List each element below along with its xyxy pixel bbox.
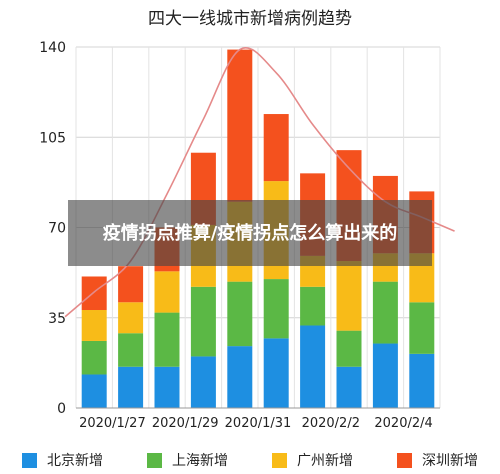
chart-title: 四大一线城市新增病例趋势 [148, 9, 352, 29]
overlay-caption: 疫情拐点推算/疫情拐点怎么算出来的 [68, 200, 432, 266]
bar-segment [227, 49, 253, 202]
bar-segment [336, 330, 362, 367]
x-tick-label: 2020/2/2 [302, 416, 360, 431]
bar-segment [190, 286, 216, 357]
overlay-caption-text: 疫情拐点推算/疫情拐点怎么算出来的 [102, 222, 398, 244]
y-tick-label: 105 [39, 130, 66, 146]
legend-swatch [147, 452, 162, 468]
y-tick-label: 140 [39, 40, 66, 56]
legend-label: 深圳新增 [422, 453, 478, 469]
x-tick-label: 2020/2/4 [374, 416, 432, 431]
y-tick-label: 0 [57, 401, 66, 417]
bar-segment [118, 366, 144, 408]
bar-segment [409, 353, 435, 408]
bar-segment [372, 343, 398, 408]
x-tick-label: 2020/1/29 [152, 416, 219, 431]
bar-segment [118, 302, 144, 334]
legend-item: 上海新增 [147, 450, 228, 470]
bar-segment [227, 346, 253, 408]
y-tick-label: 35 [48, 311, 66, 327]
y-tick-label: 70 [48, 221, 66, 237]
bar-segment [154, 271, 180, 313]
bar-segment [263, 279, 289, 339]
legend-swatch [22, 452, 37, 468]
x-tick-label: 2020/1/27 [79, 416, 146, 431]
legend-item: 北京新增 [22, 450, 103, 470]
legend-label: 北京新增 [47, 453, 103, 469]
bar-segment [409, 302, 435, 354]
bar-segment [227, 281, 253, 347]
bar-segment [263, 338, 289, 408]
x-tick-label: 2020/1/31 [225, 416, 292, 431]
legend-item: 深圳新增 [397, 450, 478, 470]
legend-label: 广州新增 [297, 453, 353, 469]
bar-segment [154, 366, 180, 408]
bar-segment [190, 356, 216, 408]
bar-segment [81, 310, 107, 341]
bar-segment [300, 286, 326, 326]
legend-item: 广州新增 [272, 450, 353, 470]
bar-segment [81, 374, 107, 408]
legend-swatch [272, 452, 287, 468]
bar-segment [336, 261, 362, 331]
legend: 北京新增 上海新增 广州新增 深圳新增 [0, 446, 500, 474]
legend-label: 上海新增 [172, 453, 228, 469]
bar-segment [81, 276, 107, 311]
bar-segment [81, 340, 107, 375]
bar-segment [263, 114, 289, 182]
bar-segment [154, 312, 180, 367]
bar-segment [372, 281, 398, 344]
bar-segment [300, 325, 326, 408]
legend-swatch [397, 452, 412, 468]
bar-segment [118, 333, 144, 367]
bar-segment [118, 266, 144, 303]
bar-segment [336, 366, 362, 408]
